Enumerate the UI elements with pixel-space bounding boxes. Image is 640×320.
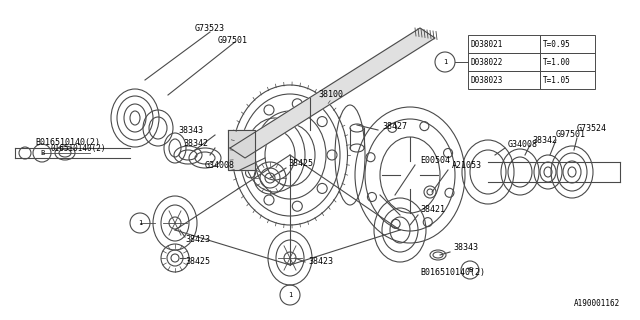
Text: B016510140(2): B016510140(2)	[420, 268, 485, 276]
Text: D038022: D038022	[470, 58, 502, 67]
Bar	[468, 35, 540, 53]
Text: T=0.95: T=0.95	[543, 39, 571, 49]
Text: B016510140(2): B016510140(2)	[35, 138, 100, 147]
Text: 1: 1	[288, 292, 292, 298]
Text: 38100: 38100	[318, 90, 343, 99]
Text: 38343: 38343	[453, 243, 478, 252]
Text: G73524: G73524	[577, 124, 607, 132]
Text: T=1.05: T=1.05	[543, 76, 571, 84]
Text: G34008: G34008	[508, 140, 538, 148]
Text: G73523: G73523	[195, 23, 225, 33]
Text: A190001162: A190001162	[573, 299, 620, 308]
Text: 38343: 38343	[178, 125, 203, 134]
Text: 38427: 38427	[382, 122, 407, 131]
Bar	[468, 71, 540, 89]
Bar	[540, 53, 595, 71]
Text: 016510140(2): 016510140(2)	[50, 144, 106, 153]
Bar	[540, 71, 595, 89]
Bar	[540, 35, 595, 53]
Text: G34008: G34008	[205, 161, 235, 170]
Text: 38423: 38423	[185, 236, 210, 244]
Text: A21053: A21053	[452, 161, 482, 170]
Polygon shape	[228, 130, 255, 170]
Text: 1: 1	[443, 59, 447, 65]
Text: D038023: D038023	[470, 76, 502, 84]
Text: B: B	[40, 150, 44, 156]
Text: T=1.00: T=1.00	[543, 58, 571, 67]
Bar	[468, 53, 540, 71]
Text: 38423: 38423	[308, 258, 333, 267]
Polygon shape	[230, 28, 435, 158]
Text: 38342: 38342	[183, 139, 208, 148]
Text: 38425: 38425	[288, 158, 313, 167]
Text: 38425: 38425	[185, 258, 210, 267]
Text: G97501: G97501	[218, 36, 248, 44]
Text: B: B	[468, 267, 472, 273]
Text: 38421: 38421	[420, 205, 445, 214]
Text: 1: 1	[138, 220, 142, 226]
Text: 38342: 38342	[532, 135, 557, 145]
Text: G97501: G97501	[556, 130, 586, 139]
Text: D038021: D038021	[470, 39, 502, 49]
Text: E00504: E00504	[420, 156, 450, 164]
